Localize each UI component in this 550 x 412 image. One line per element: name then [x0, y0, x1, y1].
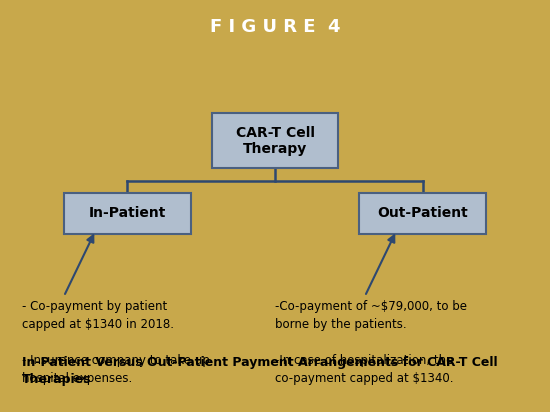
- Text: F I G U R E  4: F I G U R E 4: [210, 18, 340, 36]
- FancyBboxPatch shape: [212, 113, 338, 169]
- FancyBboxPatch shape: [360, 193, 486, 234]
- Text: In-Patient: In-Patient: [89, 206, 166, 220]
- Text: In-Patient Versus Out-Patient Payment Arrangements for CAR-T Cell
Therapies: In-Patient Versus Out-Patient Payment Ar…: [21, 356, 497, 386]
- Text: - Co-payment by patient
capped at $1340 in 2018.

- Insurance company to take up: - Co-payment by patient capped at $1340 …: [21, 300, 210, 385]
- Text: Out-Patient: Out-Patient: [377, 206, 468, 220]
- Text: CAR-T Cell
Therapy: CAR-T Cell Therapy: [235, 126, 315, 156]
- FancyBboxPatch shape: [64, 193, 190, 234]
- Text: -Co-payment of ~$79,000, to be
borne by the patients.

-In case of hospitalizati: -Co-payment of ~$79,000, to be borne by …: [275, 300, 467, 385]
